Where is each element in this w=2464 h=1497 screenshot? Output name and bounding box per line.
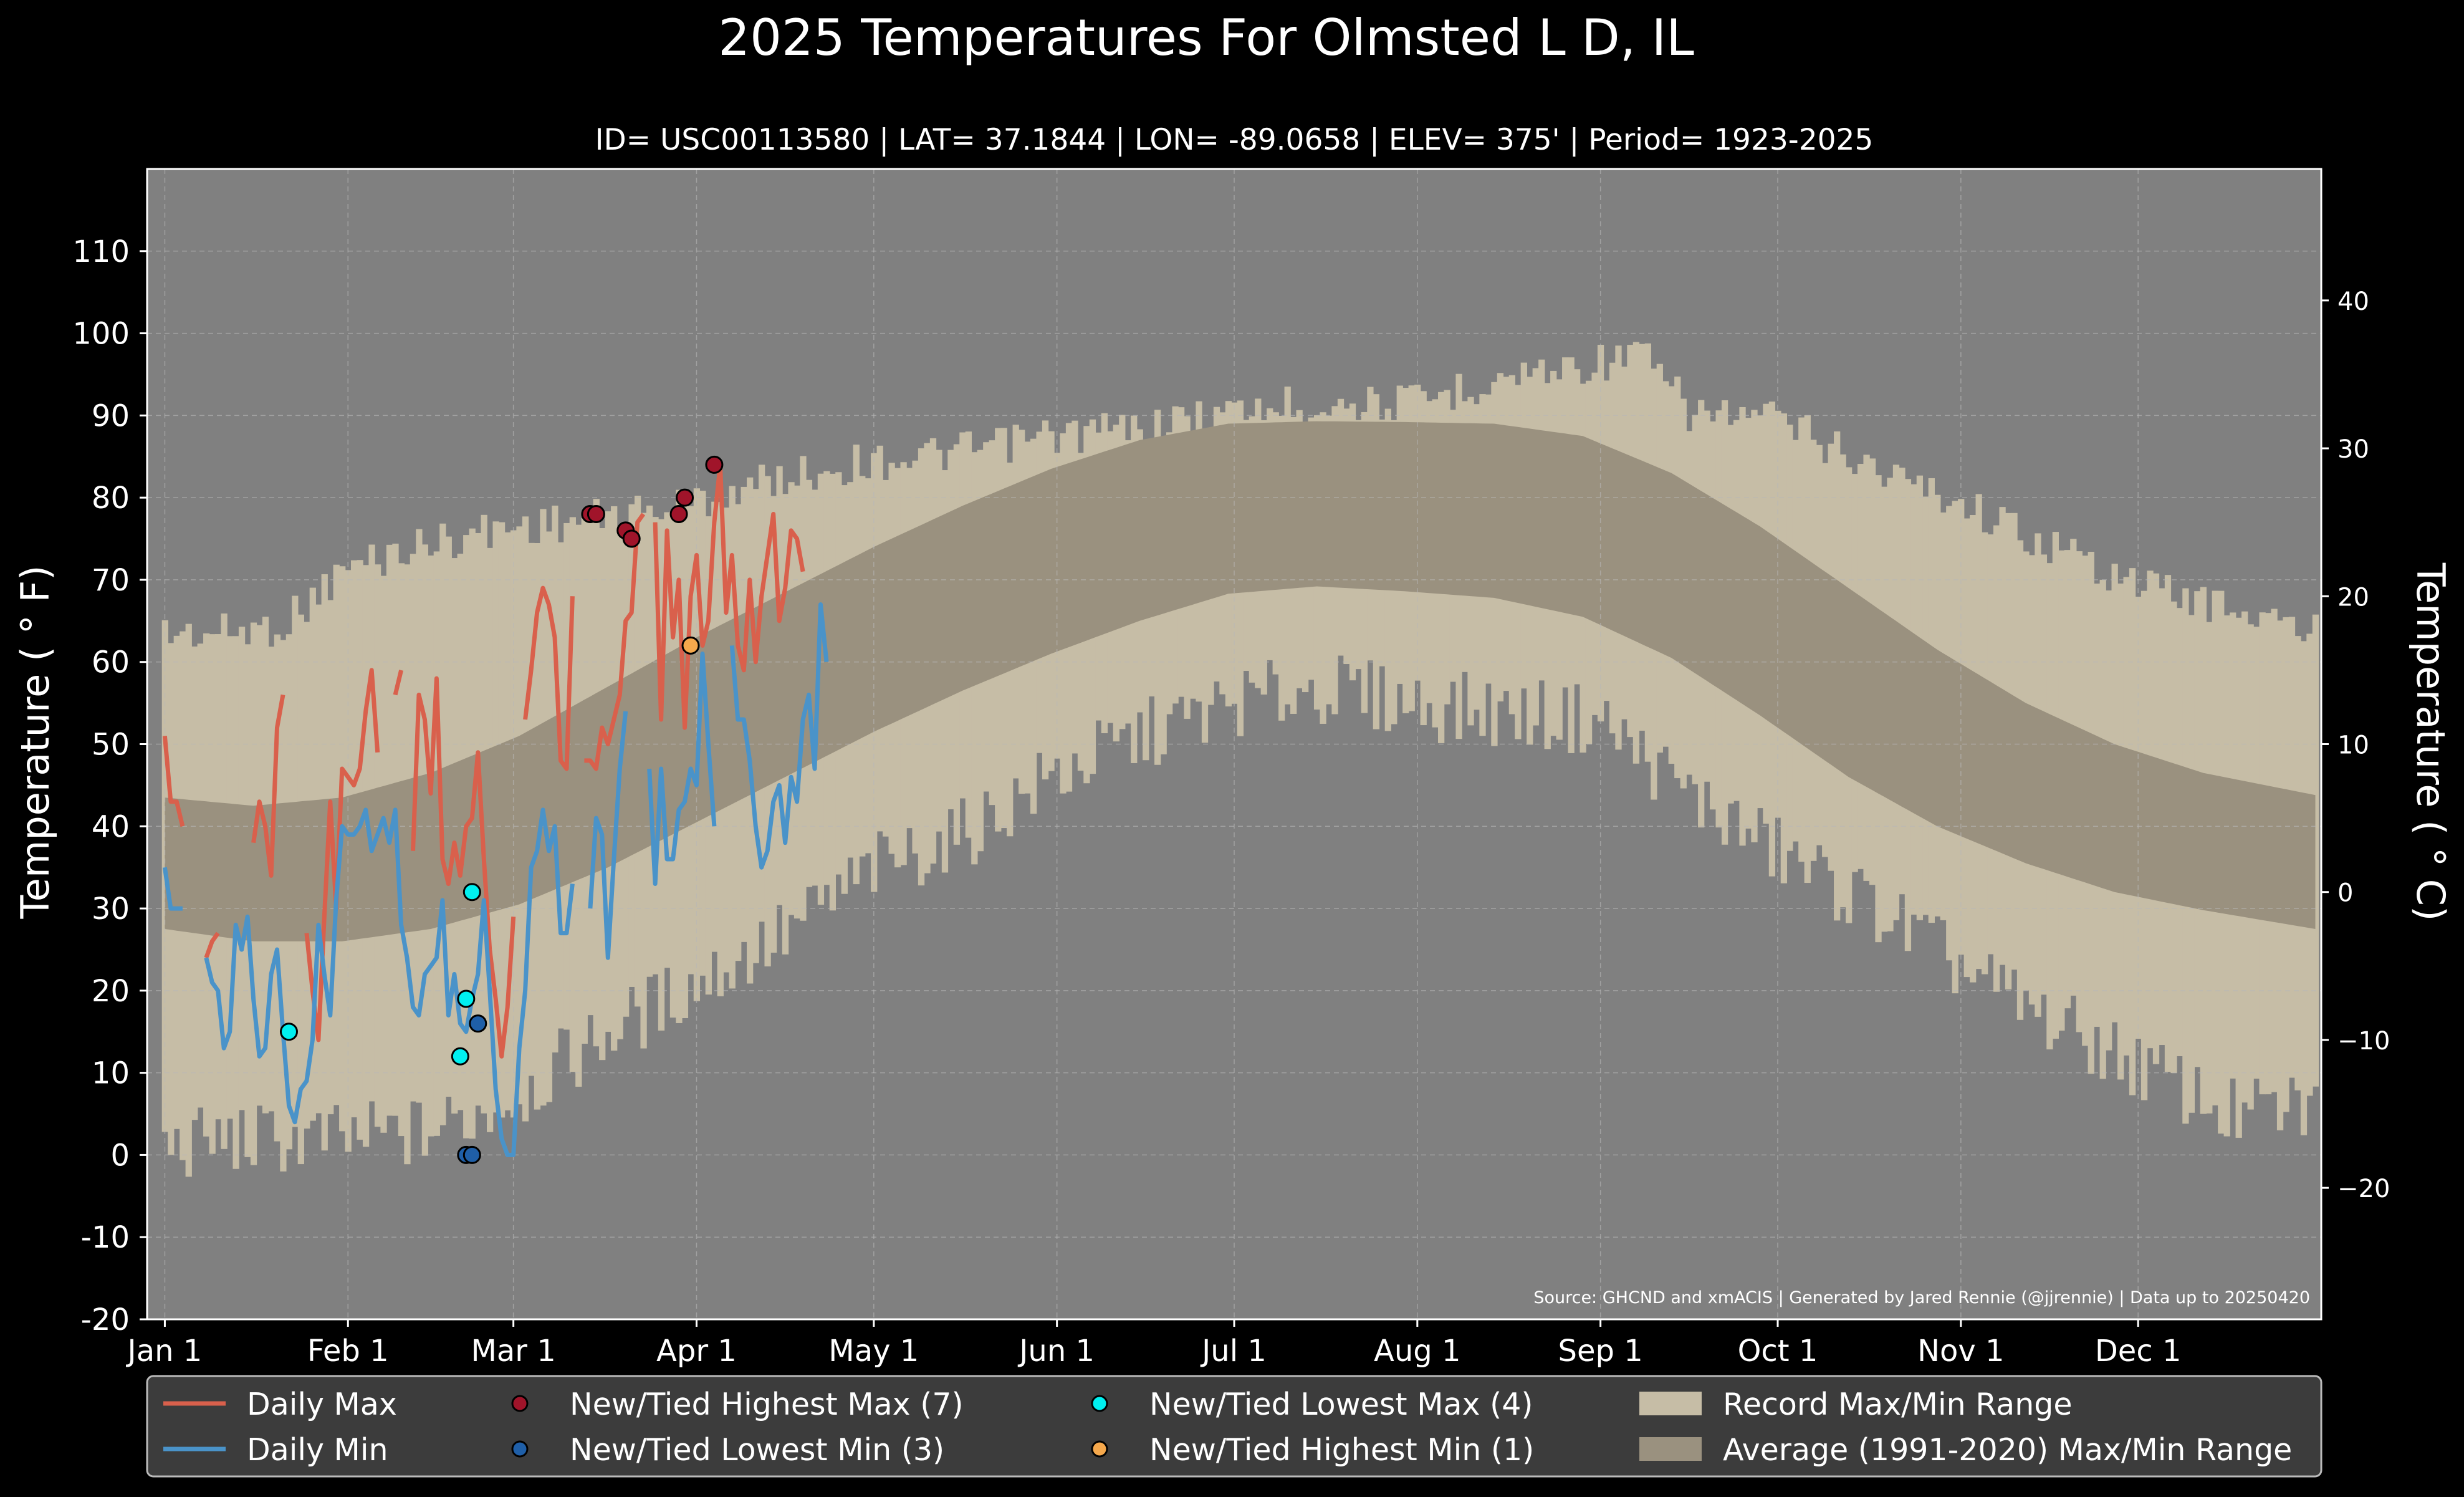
x-tick-label: Nov 1 <box>1917 1334 2004 1369</box>
daily-max-line <box>162 462 805 1059</box>
axes: -20 -10 0 10 20 30 40 50 60 70 80 90 100 110 −20 −10 0 10… <box>72 168 2390 1369</box>
legend-swatch-dot <box>511 1440 529 1458</box>
lowest-min-point <box>469 1014 487 1033</box>
legend-label: Daily Min <box>247 1432 388 1468</box>
legend-swatch-patch <box>1639 1392 1702 1415</box>
highest-max-point <box>669 505 688 523</box>
x-tick-label: Oct 1 <box>1738 1334 1818 1369</box>
daily-min-line <box>162 602 829 1157</box>
lowest-max-point <box>463 883 481 902</box>
chart-subtitle: ID= USC00113580 | LAT= 37.1844 | LON= -8… <box>595 123 1874 157</box>
legend-swatch-dot <box>511 1395 529 1412</box>
y-tick-label: 0 <box>110 1138 130 1173</box>
legend-box <box>146 1375 2323 1478</box>
y-tick-label: -20 <box>81 1302 130 1337</box>
legend-label: New/Tied Highest Min (1) <box>1149 1432 1534 1468</box>
highest-max-point <box>676 488 694 507</box>
y-axis-label-left: Temperature ( ° F) <box>12 566 58 920</box>
lowest-min-point <box>463 1145 481 1164</box>
legend-label: Daily Max <box>247 1387 397 1422</box>
x-tick-label: Feb 1 <box>307 1334 389 1369</box>
y-tick-label: 10 <box>92 1056 130 1091</box>
highest-min-point <box>681 636 700 655</box>
x-tick-label: Sep 1 <box>1558 1334 1643 1369</box>
normal-range-band <box>165 421 2316 941</box>
legend-swatch-dot <box>1091 1395 1108 1412</box>
y-tick-label: 80 <box>92 481 130 516</box>
y-tick-label: 50 <box>92 728 130 763</box>
x-tick-label: Mar 1 <box>471 1334 555 1369</box>
y-tick-label: 100 <box>72 317 130 352</box>
y-axis-label-right: Temperature ( ° C) <box>2408 562 2453 922</box>
legend-label: Average (1991-2020) Max/Min Range <box>1723 1432 2292 1468</box>
legend-label: New/Tied Lowest Max (4) <box>1149 1387 1533 1422</box>
y-tick-label: 60 <box>92 645 130 680</box>
x-tick-label: Dec 1 <box>2095 1334 2182 1369</box>
x-tick-label: Apr 1 <box>656 1334 737 1369</box>
lowest-max-point <box>451 1047 469 1066</box>
chart-title: 2025 Temperatures For Olmsted L D, IL <box>718 9 1694 67</box>
lowest-max-point <box>457 989 476 1008</box>
y-tick-label: 70 <box>92 563 130 598</box>
legend-label: Record Max/Min Range <box>1723 1387 2073 1422</box>
legend: Daily Max Daily Min New/Tied Highest Max (… <box>146 1375 2323 1478</box>
lowest-max-point <box>279 1023 298 1041</box>
highest-max-point <box>705 455 724 474</box>
y2-tick-label: 10 <box>2337 731 2369 760</box>
plot-area <box>147 169 2321 1319</box>
y-tick-label: 30 <box>92 892 130 927</box>
y2-tick-label: −20 <box>2337 1175 2390 1203</box>
y-tick-label: 90 <box>92 398 130 433</box>
series-lines <box>162 462 829 1157</box>
y2-tick-label: 0 <box>2337 879 2353 908</box>
y-tick-label: 40 <box>92 809 130 844</box>
legend-swatch-patch <box>1639 1437 1702 1461</box>
y2-tick-label: 30 <box>2337 435 2369 464</box>
y2-tick-label: 40 <box>2337 287 2369 316</box>
y-tick-label: -10 <box>81 1220 130 1255</box>
source-note: Source: GHCND and xmACIS | Generated by … <box>1533 1288 2310 1307</box>
highest-max-point <box>587 505 605 523</box>
y-tick-label: 20 <box>92 974 130 1009</box>
record-points <box>279 455 724 1164</box>
y-tick-label: 110 <box>72 234 130 269</box>
legend-swatch-dot <box>1091 1440 1108 1458</box>
x-tick-label: May 1 <box>828 1334 919 1369</box>
x-tick-label: Jun 1 <box>1017 1334 1095 1369</box>
y2-tick-label: −10 <box>2337 1027 2390 1056</box>
record-range-bar <box>2312 614 2319 1087</box>
x-tick-label: Aug 1 <box>1374 1334 1461 1369</box>
y2-tick-label: 20 <box>2337 583 2369 612</box>
x-tick-label: Jan 1 <box>126 1334 203 1369</box>
highest-max-point <box>622 529 641 548</box>
legend-label: New/Tied Lowest Min (3) <box>570 1432 944 1468</box>
x-tick-label: Jul 1 <box>1200 1334 1267 1369</box>
legend-label: New/Tied Highest Max (7) <box>570 1387 964 1422</box>
